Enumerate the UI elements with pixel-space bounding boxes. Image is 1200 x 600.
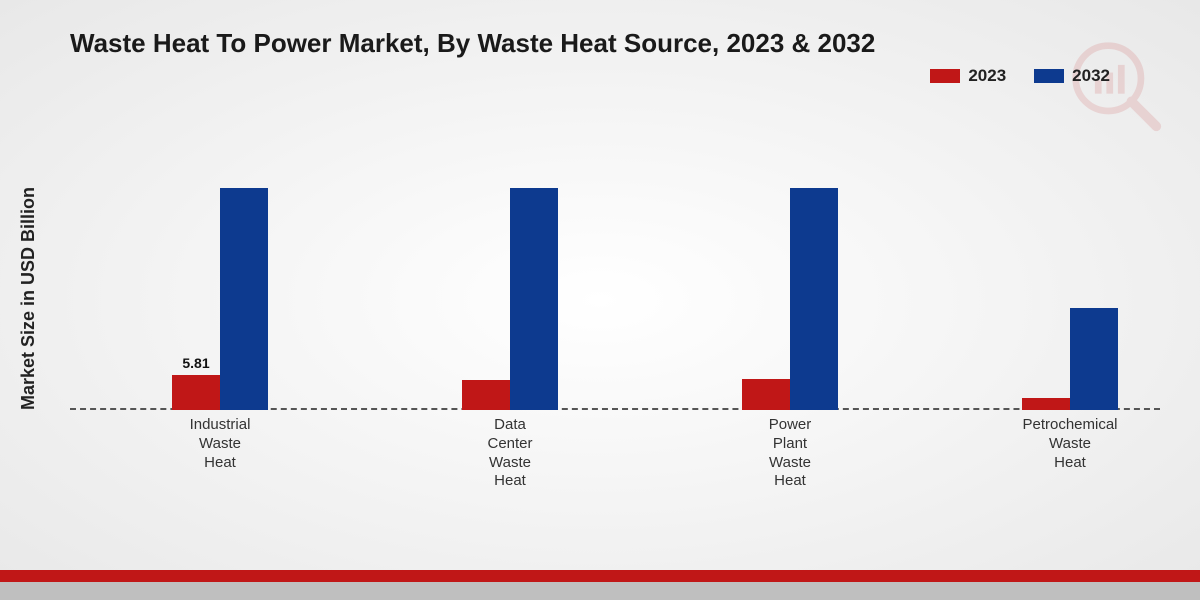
legend: 2023 2032 bbox=[930, 66, 1110, 86]
bar-2032 bbox=[510, 188, 558, 410]
x-axis-label: PowerPlantWasteHeat bbox=[730, 416, 850, 491]
bar-2023 bbox=[1022, 398, 1070, 410]
legend-item-2023: 2023 bbox=[930, 66, 1006, 86]
bar-group bbox=[172, 188, 268, 410]
bar-2023 bbox=[172, 375, 220, 410]
legend-swatch-2023 bbox=[930, 69, 960, 83]
value-label: 5.81 bbox=[182, 355, 209, 371]
x-axis-label: IndustrialWasteHeat bbox=[160, 416, 280, 472]
bar-group bbox=[462, 188, 558, 410]
chart-title: Waste Heat To Power Market, By Waste Hea… bbox=[70, 28, 875, 59]
bar-group bbox=[742, 188, 838, 410]
bar-2023 bbox=[742, 379, 790, 410]
bar-2032 bbox=[220, 188, 268, 410]
y-axis-label: Market Size in USD Billion bbox=[18, 187, 39, 410]
legend-swatch-2032 bbox=[1034, 69, 1064, 83]
bar-group bbox=[1022, 308, 1118, 410]
x-axis-label: PetrochemicalWasteHeat bbox=[1010, 416, 1130, 472]
bar-2032 bbox=[1070, 308, 1118, 410]
footer-red-bar bbox=[0, 570, 1200, 582]
plot-area: 5.81 bbox=[70, 110, 1160, 410]
legend-label-2032: 2032 bbox=[1072, 66, 1110, 86]
footer-gray-bar bbox=[0, 582, 1200, 600]
bar-2032 bbox=[790, 188, 838, 410]
chart-canvas: Waste Heat To Power Market, By Waste Hea… bbox=[0, 0, 1200, 600]
legend-label-2023: 2023 bbox=[968, 66, 1006, 86]
x-axis-label: DataCenterWasteHeat bbox=[450, 416, 570, 491]
legend-item-2032: 2032 bbox=[1034, 66, 1110, 86]
bar-2023 bbox=[462, 380, 510, 410]
